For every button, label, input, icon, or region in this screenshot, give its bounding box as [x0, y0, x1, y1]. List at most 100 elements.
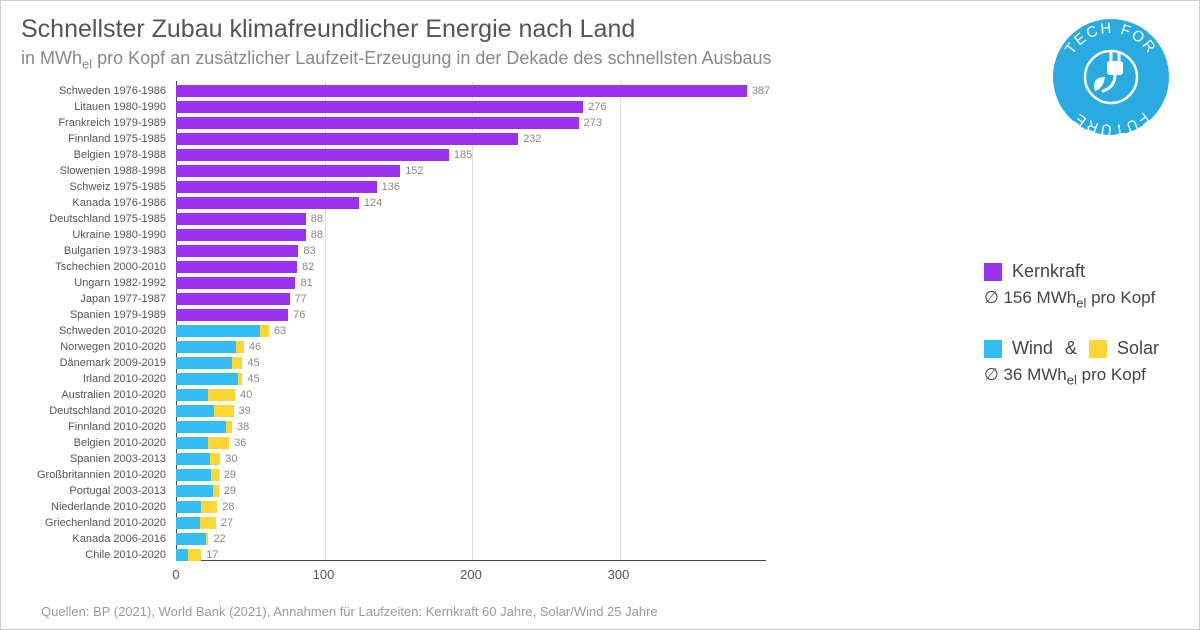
bar-segment-solar	[211, 469, 218, 481]
bar-value-label: 76	[293, 309, 305, 321]
bar-segment-wind	[176, 437, 208, 449]
legend-swatch-nuclear	[984, 263, 1002, 281]
y-axis-label: Chile 2010-2020	[21, 547, 171, 563]
bar-row: 27	[176, 517, 233, 529]
bar-row: 276	[176, 101, 606, 113]
y-axis-label: Australien 2010-2020	[21, 387, 171, 403]
y-axis-label: Schweiz 1975-1985	[21, 179, 171, 195]
bar-segment-nuclear	[176, 149, 449, 161]
bar-segment-wind	[176, 453, 210, 465]
bar-value-label: 124	[364, 197, 382, 209]
y-axis-label: Kanada 2006-2016	[21, 531, 171, 547]
bar-row: 83	[176, 245, 316, 257]
bar-segment-nuclear	[176, 229, 306, 241]
bar-segment-nuclear	[176, 197, 359, 209]
bar-row: 82	[176, 261, 314, 273]
legend-nuclear-avg: ∅ 156 MWhel pro Kopf	[984, 288, 1159, 310]
bar-value-label: 82	[302, 261, 314, 273]
bar-segment-solar	[206, 533, 209, 545]
bar-value-label: 17	[206, 549, 218, 561]
sources-text: Quellen: BP (2021), World Bank (2021), A…	[41, 604, 658, 619]
y-axis-label: Belgien 1978-1988	[21, 147, 171, 163]
bar-value-label: 88	[311, 229, 323, 241]
bar-value-label: 28	[222, 501, 234, 513]
bar-row: 387	[176, 85, 770, 97]
bar-value-label: 27	[221, 517, 233, 529]
bar-segment-wind	[176, 549, 188, 561]
bar-value-label: 276	[588, 101, 606, 113]
bar-row: 136	[176, 181, 400, 193]
bar-value-label: 22	[213, 533, 225, 545]
bar-row: 39	[176, 405, 251, 417]
chart-subtitle: in MWhel pro Kopf an zusätzlicher Laufze…	[21, 48, 772, 72]
bar-segment-wind	[176, 485, 213, 497]
bar-row: 22	[176, 533, 226, 545]
bar-value-label: 136	[382, 181, 400, 193]
bar-value-label: 45	[247, 373, 259, 385]
bar-row: 124	[176, 197, 382, 209]
tech-for-future-logo: TECH FOR FUTURE	[1051, 17, 1171, 137]
bar-segment-nuclear	[176, 213, 306, 225]
x-axis-tick: 100	[313, 567, 335, 582]
bar-value-label: 232	[523, 133, 541, 145]
y-axis-label: Deutschland 1975-1985	[21, 211, 171, 227]
bar-row: 273	[176, 117, 602, 129]
bar-row: 30	[176, 453, 237, 465]
bar-row: 45	[176, 373, 260, 385]
bar-row: 152	[176, 165, 424, 177]
y-axis-label: Finnland 2010-2020	[21, 419, 171, 435]
y-axis-label: Schweden 1976-1986	[21, 83, 171, 99]
bar-segment-solar	[200, 517, 216, 529]
bar-segment-solar	[226, 421, 232, 433]
bar-value-label: 46	[249, 341, 261, 353]
bar-row: 29	[176, 469, 236, 481]
bar-value-label: 45	[247, 357, 259, 369]
bar-value-label: 387	[752, 85, 770, 97]
bar-segment-wind	[176, 405, 214, 417]
bar-segment-wind	[176, 533, 206, 545]
bar-value-label: 39	[239, 405, 251, 417]
y-axis-label: Großbritannien 2010-2020	[21, 467, 171, 483]
bar-segment-wind	[176, 469, 211, 481]
y-axis-label: Griechenland 2010-2020	[21, 515, 171, 531]
bar-segment-nuclear	[176, 85, 747, 97]
bar-segment-nuclear	[176, 309, 288, 321]
legend-swatch-solar	[1089, 340, 1107, 358]
bar-value-label: 36	[234, 437, 246, 449]
bar-row: 36	[176, 437, 246, 449]
bar-value-label: 38	[237, 421, 249, 433]
bar-row: 40	[176, 389, 252, 401]
bar-value-label: 185	[454, 149, 472, 161]
y-axis-label: Spanien 1979-1989	[21, 307, 171, 323]
bar-row: 185	[176, 149, 472, 161]
x-axis-tick: 300	[608, 567, 630, 582]
bar-segment-nuclear	[176, 245, 298, 257]
bar-row: 29	[176, 485, 236, 497]
bar-value-label: 40	[240, 389, 252, 401]
y-axis-label: Irland 2010-2020	[21, 371, 171, 387]
bar-segment-solar	[188, 549, 201, 561]
x-axis-tick: 200	[460, 567, 482, 582]
bar-value-label: 273	[584, 117, 602, 129]
y-axis-label: Dänemark 2009-2019	[21, 355, 171, 371]
bar-row: 88	[176, 229, 323, 241]
bar-segment-wind	[176, 501, 201, 513]
bar-segment-solar	[232, 357, 242, 369]
y-axis-label: Ukraine 1980-1990	[21, 227, 171, 243]
bar-segment-wind	[176, 421, 226, 433]
y-axis-label: Schweden 2010-2020	[21, 323, 171, 339]
y-axis-label: Deutschland 2010-2020	[21, 403, 171, 419]
y-axis-label: Bulgarien 1973-1983	[21, 243, 171, 259]
bar-chart: Schweden 1976-1986 387 Litauen 1980-1990 27…	[21, 81, 781, 591]
bar-value-label: 152	[405, 165, 423, 177]
bar-segment-wind	[176, 373, 238, 385]
bar-segment-wind	[176, 357, 232, 369]
legend-swatch-wind	[984, 340, 1002, 358]
bar-value-label: 77	[295, 293, 307, 305]
y-axis-label: Portugal 2003-2013	[21, 483, 171, 499]
y-axis-label: Finnland 1975-1985	[21, 131, 171, 147]
bar-row: 63	[176, 325, 286, 337]
bar-segment-solar	[208, 437, 229, 449]
y-axis-label: Litauen 1980-1990	[21, 99, 171, 115]
bar-segment-nuclear	[176, 261, 297, 273]
